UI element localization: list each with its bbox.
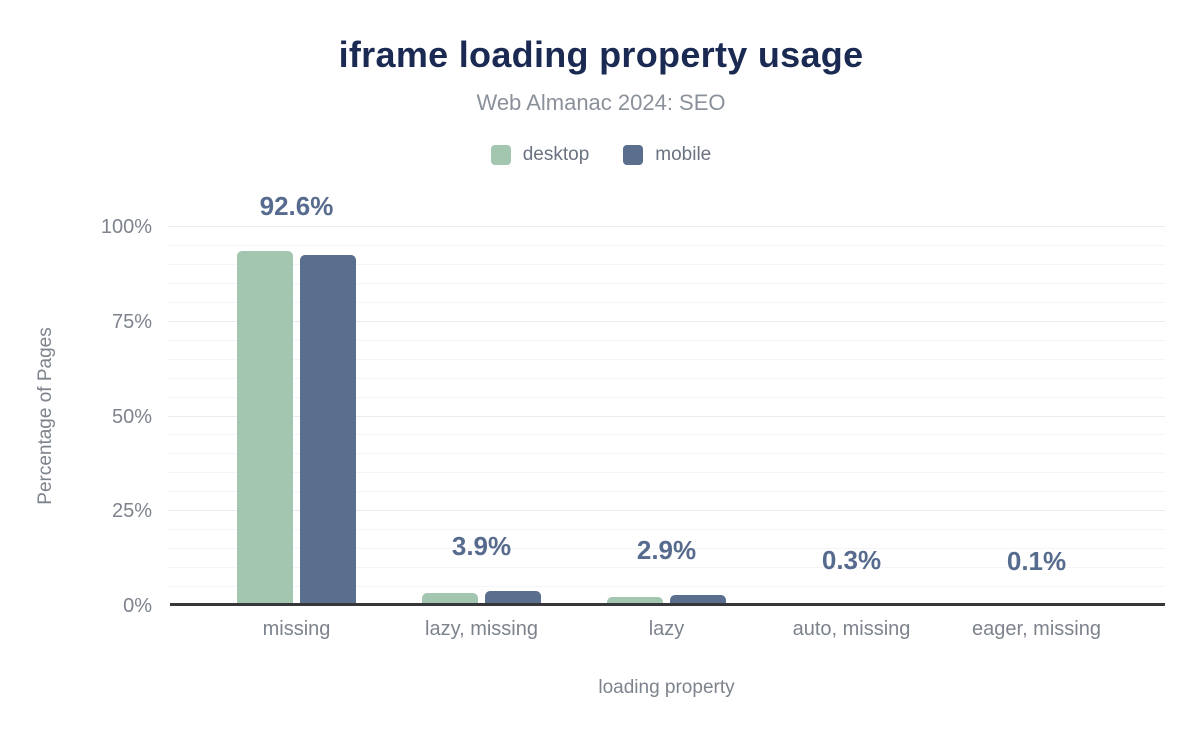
legend-item-desktop[interactable]: desktop — [490, 144, 590, 166]
gridline-35 — [168, 472, 1165, 474]
bar-desktop-missing[interactable] — [237, 250, 293, 606]
gridline-90 — [168, 263, 1165, 265]
gridline-50 — [168, 415, 1165, 417]
bar-group-lazy-missing: 3.9% — [389, 227, 574, 606]
x-category-missing: missing — [262, 618, 331, 640]
gridlines — [168, 226, 1165, 606]
bar-mobile-missing[interactable] — [300, 255, 356, 606]
plot-area: 92.6% 3.9% 2.9% 0.3% 0.1% — [168, 191, 1165, 606]
x-category-eager-missing: eager, missing — [972, 618, 1101, 640]
gridline-85 — [168, 282, 1165, 284]
y-tick-50: 50% — [111, 405, 152, 428]
data-label-auto-missing: 0.3% — [821, 544, 882, 575]
bar-groups: 92.6% 3.9% 2.9% 0.3% 0.1% — [204, 191, 1129, 606]
x-axis-line — [170, 603, 1165, 606]
gridline-65 — [168, 358, 1165, 360]
bar-pair-missing — [237, 250, 356, 606]
x-axis-title: loading property — [598, 677, 735, 698]
gridline-15 — [168, 548, 1165, 550]
x-axis-categories: missing lazy, missing lazy auto, missing eag… — [204, 617, 1129, 641]
legend-swatch-mobile — [623, 145, 644, 165]
legend: desktop mobile — [0, 142, 1202, 168]
chart-subtitle: Web Almanac 2024: SEO — [476, 90, 726, 115]
legend-label: desktop — [522, 144, 590, 165]
x-category-lazy-missing: lazy, missing — [425, 618, 538, 640]
gridline-10 — [168, 567, 1165, 569]
y-tick-25: 25% — [111, 500, 152, 523]
gridline-20 — [168, 529, 1165, 531]
legend-swatch-desktop — [490, 145, 511, 165]
bar-group-eager-missing: 0.1% — [944, 227, 1129, 606]
bar-desktop-lazy[interactable] — [607, 596, 663, 606]
gridline-55 — [168, 396, 1165, 398]
data-label-missing: 92.6% — [259, 190, 334, 221]
x-category-lazy: lazy — [648, 618, 685, 640]
gridline-80 — [168, 301, 1165, 303]
gridline-45 — [168, 434, 1165, 436]
data-label-lazy: 2.9% — [636, 535, 697, 566]
gridline-95 — [168, 244, 1165, 246]
bar-mobile-lazy[interactable] — [670, 595, 726, 606]
gridline-40 — [168, 453, 1165, 455]
bar-desktop-lazy-missing[interactable] — [422, 592, 478, 606]
gridline-75 — [168, 320, 1165, 322]
bar-pair-lazy — [607, 595, 726, 606]
data-label-lazy-missing: 3.9% — [451, 531, 512, 562]
chart-title: iframe loading property usage — [338, 34, 864, 75]
legend-label: mobile — [655, 144, 712, 165]
data-label-eager-missing: 0.1% — [1006, 545, 1067, 576]
bar-group-lazy: 2.9% — [574, 227, 759, 606]
x-category-auto-missing: auto, missing — [792, 618, 911, 640]
gridline-70 — [168, 339, 1165, 341]
gridline-5 — [168, 586, 1165, 588]
bar-pair-lazy-missing — [422, 591, 541, 606]
gridline-100 — [168, 226, 1165, 227]
gridline-60 — [168, 377, 1165, 379]
legend-item-mobile[interactable]: mobile — [623, 144, 711, 166]
bar-group-missing: 92.6% — [204, 191, 389, 606]
y-tick-100: 100% — [100, 216, 152, 238]
y-tick-0: 0% — [123, 595, 152, 617]
y-tick-75: 75% — [111, 310, 152, 333]
bar-group-auto-missing: 0.3% — [759, 227, 944, 606]
gridline-25 — [168, 510, 1165, 512]
gridline-30 — [168, 491, 1165, 493]
bar-mobile-lazy-missing[interactable] — [485, 591, 541, 606]
